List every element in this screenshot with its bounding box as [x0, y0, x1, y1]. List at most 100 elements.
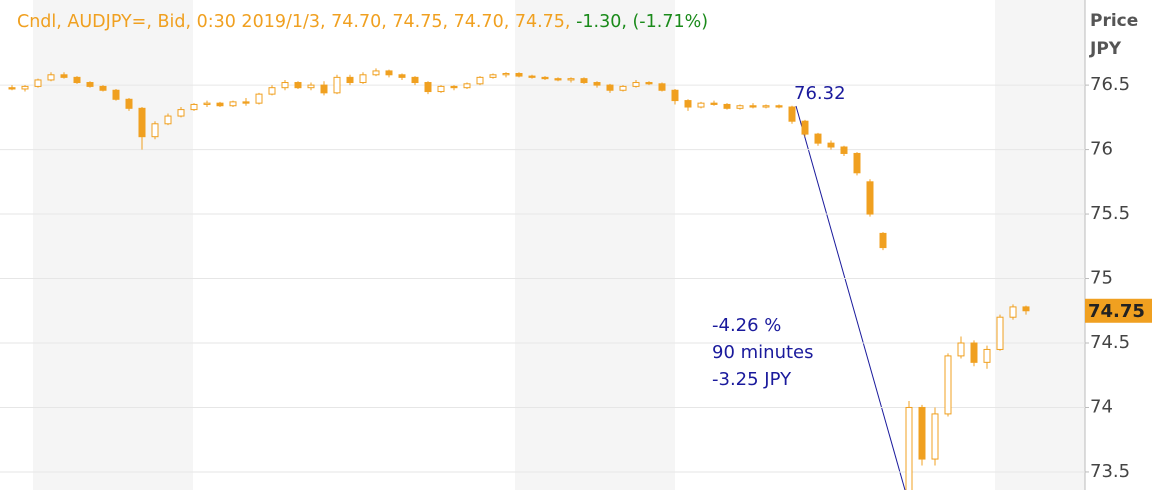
candle-body [918, 406, 926, 460]
candle-body [931, 413, 939, 460]
candle-body [463, 83, 471, 89]
candle-body [749, 105, 757, 108]
candle-body [658, 83, 666, 91]
candle-body [879, 232, 887, 249]
candle-body [138, 107, 146, 138]
header-change: -1.30, (-1.71%) [576, 12, 708, 32]
candle-body [346, 76, 354, 84]
candle-body [515, 73, 523, 77]
y-tick-label: 75 [1090, 268, 1113, 289]
candle-body [957, 342, 965, 357]
candle-body [47, 74, 55, 81]
candle-body [1022, 306, 1030, 312]
candle-body [385, 70, 393, 76]
candle-body [580, 78, 588, 84]
move-line [795, 105, 906, 490]
candle-body [645, 82, 653, 85]
y-tick-label: 76.5 [1090, 74, 1130, 95]
candle-body [905, 406, 913, 490]
candle-body [372, 70, 380, 76]
candle-body [788, 106, 796, 122]
candle-body [541, 76, 549, 80]
candle-body [853, 152, 861, 174]
candle-body [177, 109, 185, 117]
candle-body [411, 76, 419, 84]
candle-body [554, 78, 562, 81]
y-label: JPY [1089, 39, 1122, 59]
candle-body [710, 102, 718, 105]
candle-body [86, 82, 94, 87]
last-price-label: 74.75 [1088, 301, 1145, 322]
candle-body [21, 85, 29, 90]
candle-body [1009, 306, 1017, 318]
candle-body [320, 84, 328, 94]
candle-body [476, 76, 484, 85]
candle-body [723, 103, 731, 109]
candle-body [736, 105, 744, 109]
candle-body [697, 102, 705, 108]
candle-body [164, 115, 172, 125]
candle-body [450, 85, 458, 89]
candle-body [840, 146, 848, 154]
candle-body [866, 181, 874, 215]
annotation: 76.32 [794, 83, 846, 104]
candle-body [801, 120, 809, 135]
session-band [995, 0, 1085, 490]
candle-body [944, 355, 952, 415]
candle-body [112, 89, 120, 100]
candle-body [593, 82, 601, 86]
annotation: -4.26 % [712, 315, 781, 336]
candle-body [203, 102, 211, 105]
candle-body [983, 348, 991, 363]
y-tick-label: 75.5 [1090, 203, 1130, 224]
candle-body [190, 103, 198, 111]
candle-body [99, 85, 107, 91]
candle-body [359, 74, 367, 84]
annotation: 90 minutes [712, 342, 814, 363]
candle-body [125, 98, 133, 109]
y-tick-label: 73.5 [1090, 461, 1130, 482]
y-label: Price [1090, 11, 1138, 31]
candle-body [632, 82, 640, 87]
y-tick-label: 74.5 [1090, 332, 1130, 353]
candle-body [34, 79, 42, 87]
candle-body [775, 105, 783, 108]
candle-body [814, 133, 822, 144]
candle-body [996, 316, 1004, 350]
session-band [515, 0, 675, 490]
session-band [33, 0, 193, 490]
last-price-box [1085, 298, 1152, 323]
candle-body [827, 142, 835, 148]
candle-body [333, 76, 341, 94]
candle-body [424, 82, 432, 93]
candle-body [528, 75, 536, 78]
candle-body [229, 101, 237, 107]
candle-body [489, 74, 497, 78]
candle-body [281, 82, 289, 89]
candle-body [60, 74, 68, 78]
candle-body [268, 87, 276, 95]
candle-body [970, 342, 978, 363]
header: Cndl, AUDJPY=, Bid, 0:30 2019/1/3, 74.70… [17, 12, 708, 32]
candle-body [437, 85, 445, 93]
candle-body [151, 123, 159, 138]
candle-body [242, 101, 250, 104]
candle-body [619, 85, 627, 91]
candle-body [216, 102, 224, 107]
candle-body [255, 93, 263, 104]
y-tick-label: 76 [1090, 139, 1113, 160]
candle-body [8, 87, 16, 90]
candle-body [307, 84, 315, 89]
candle-body [502, 73, 510, 76]
candle-body [398, 74, 406, 78]
candle-body [606, 84, 614, 91]
y-tick-label: 74 [1090, 396, 1113, 417]
header-title: Cndl, AUDJPY=, Bid, 0:30 2019/1/3, 74.70… [17, 12, 571, 32]
candle-body [762, 105, 770, 108]
candle-body [73, 76, 81, 84]
candle-body [684, 100, 692, 108]
candle-body [567, 78, 575, 81]
annotation: -3.25 JPY [712, 369, 792, 390]
candle-body [671, 89, 679, 102]
